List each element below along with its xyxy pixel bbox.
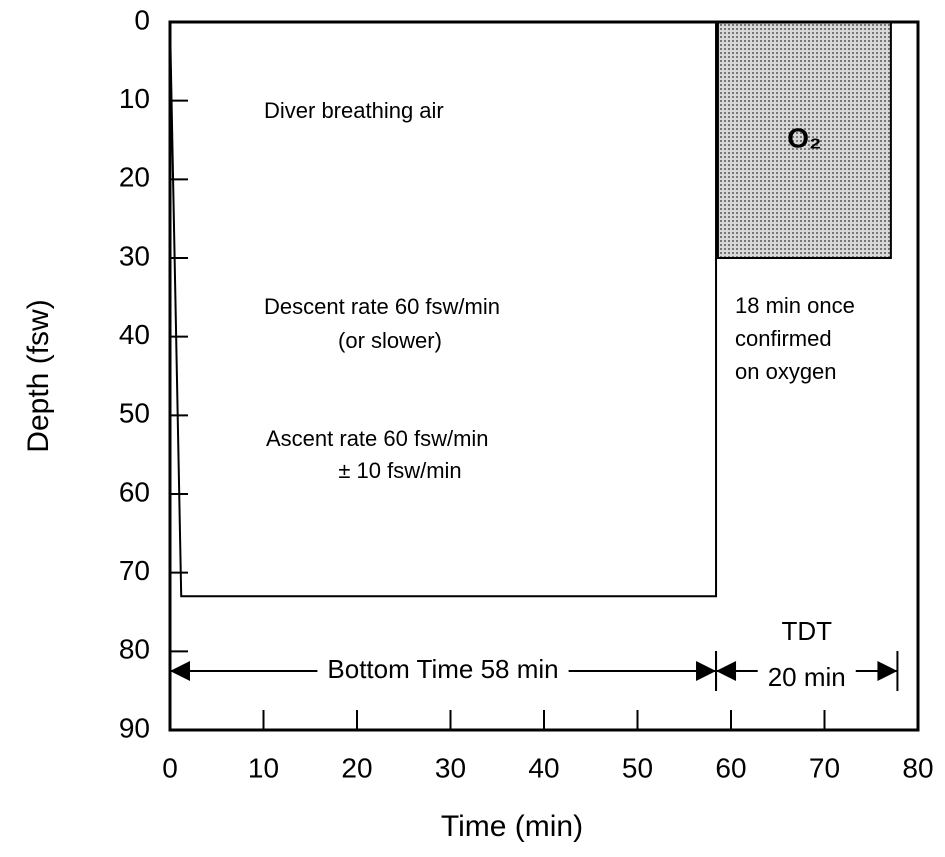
y-tick-label: 70 xyxy=(119,555,150,586)
annotation: on oxygen xyxy=(735,359,837,384)
dimension-label: TDT xyxy=(781,616,832,646)
x-tick-label: 0 xyxy=(162,752,178,783)
y-tick-label: 10 xyxy=(119,83,150,114)
annotation: Diver breathing air xyxy=(264,98,444,123)
x-tick-label: 70 xyxy=(809,752,840,783)
x-tick-label: 20 xyxy=(341,752,372,783)
x-tick-label: 10 xyxy=(248,752,279,783)
y-tick-label: 90 xyxy=(119,712,150,743)
annotation: confirmed xyxy=(735,326,832,351)
dimension-label: 20 min xyxy=(768,662,846,692)
x-tick-label: 60 xyxy=(715,752,746,783)
x-tick-label: 80 xyxy=(902,752,933,783)
y-tick-label: 30 xyxy=(119,240,150,271)
y-tick-label: 0 xyxy=(134,4,150,35)
y-tick-label: 40 xyxy=(119,319,150,350)
annotation: Descent rate 60 fsw/min xyxy=(264,294,500,319)
label-background xyxy=(317,665,569,677)
y-tick-label: 50 xyxy=(119,398,150,429)
x-tick-label: 40 xyxy=(528,752,559,783)
annotation: (or slower) xyxy=(338,328,442,353)
o2-block xyxy=(716,21,892,259)
dimension-label: Bottom Time 58 min xyxy=(327,654,558,684)
x-tick-label: 30 xyxy=(435,752,466,783)
annotation: 18 min once xyxy=(735,293,855,318)
x-axis-label: Time (min) xyxy=(441,810,583,843)
y-tick-label: 20 xyxy=(119,162,150,193)
annotation: Ascent rate 60 fsw/min xyxy=(266,426,489,451)
y-tick-label: 60 xyxy=(119,476,150,507)
y-tick-label: 80 xyxy=(119,634,150,665)
dive-profile xyxy=(169,21,718,598)
x-tick-label: 50 xyxy=(622,752,653,783)
label-background xyxy=(757,665,856,677)
y-axis-label: Depth (fsw) xyxy=(22,299,55,452)
annotation: ± 10 fsw/min xyxy=(338,458,461,483)
o2-label: O₂ xyxy=(787,122,821,153)
